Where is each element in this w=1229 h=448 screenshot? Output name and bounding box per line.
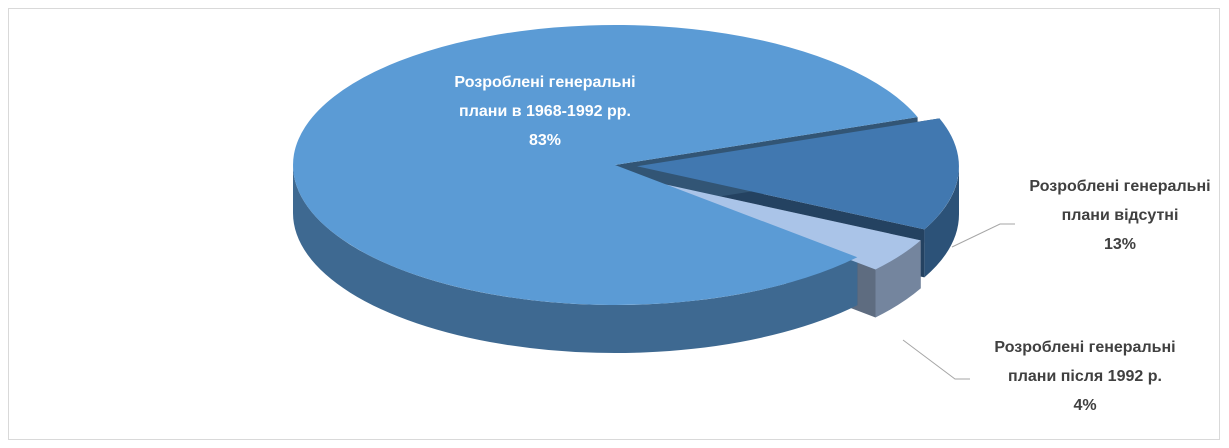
leader-line: [902, 339, 970, 380]
pie-slice: [293, 24, 918, 305]
pie-slice: [636, 118, 959, 230]
data-label: Розроблені генеральні плани після 1992 р…: [985, 333, 1185, 420]
label-name: Розроблені генеральні плани після 1992 р…: [994, 339, 1176, 385]
chart-frame: [8, 8, 1220, 440]
label-value: 13%: [1103, 236, 1137, 253]
slice-side: [875, 240, 921, 318]
label-name: Розроблені генеральні плани в 1968-1992 …: [454, 74, 636, 120]
label-name: Розроблені генеральні плани відсутні: [1029, 178, 1211, 224]
label-value: 83%: [528, 132, 562, 149]
leader-line: [951, 223, 1015, 248]
data-label: Розроблені генеральні плани в 1968-1992 …: [445, 68, 645, 155]
slice-side: [293, 165, 858, 353]
label-value: 4%: [1073, 397, 1097, 414]
data-label: Розроблені генеральні плани відсутні 13%: [1020, 172, 1220, 259]
slice-side: [924, 166, 959, 278]
